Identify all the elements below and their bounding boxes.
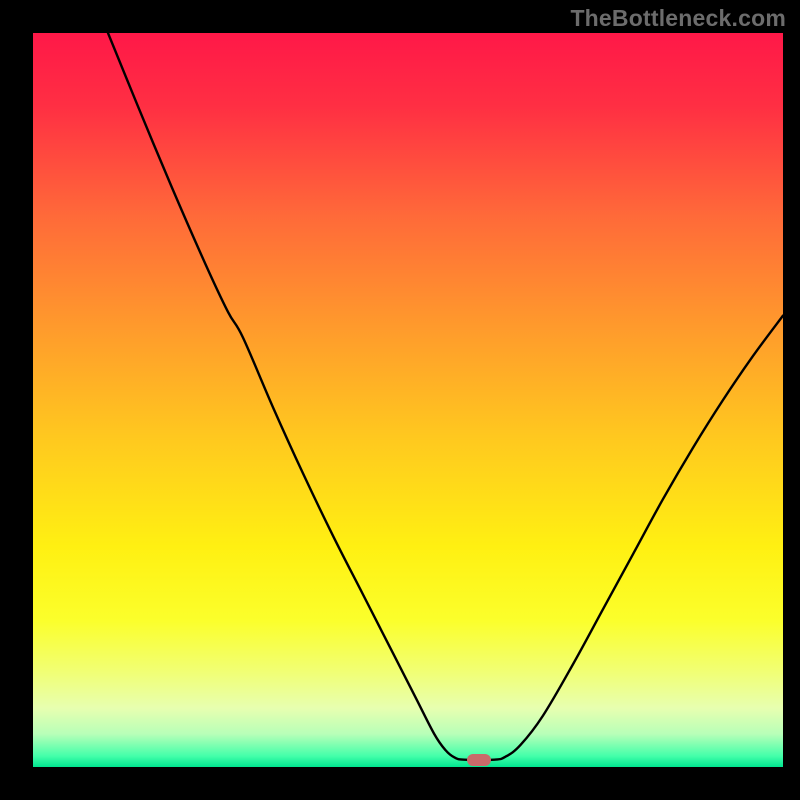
bottleneck-curve: [33, 33, 783, 767]
bottleneck-curve-path: [108, 33, 783, 760]
plot-area: [33, 33, 783, 767]
plot-frame: [0, 33, 800, 800]
watermark-text: TheBottleneck.com: [570, 5, 786, 32]
minimum-marker: [467, 754, 491, 766]
